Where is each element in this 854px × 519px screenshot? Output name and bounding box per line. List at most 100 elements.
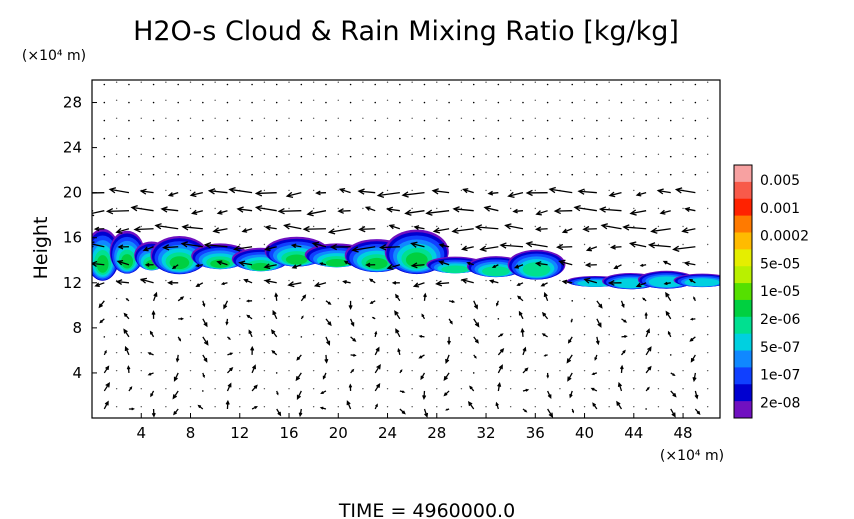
- grid-dot: [386, 189, 389, 192]
- wind-vector: [585, 246, 598, 252]
- wind-vector: [171, 264, 179, 270]
- wind-vector: [374, 137, 377, 140]
- wind-vector: [571, 408, 575, 414]
- wind-vector: [567, 336, 573, 344]
- grid-dot: [534, 135, 536, 138]
- grid-dot: [288, 351, 290, 354]
- grid-dot: [706, 225, 709, 228]
- wind-vector: [432, 227, 450, 234]
- wind-vector: [152, 119, 155, 122]
- wind-vector: [202, 390, 204, 392]
- cloud-contour: [522, 262, 551, 277]
- grid-dot: [633, 261, 635, 264]
- grid-dot: [312, 369, 315, 372]
- wind-vector: [621, 334, 628, 339]
- wind-vector: [379, 244, 400, 251]
- x-tick-label: 48: [674, 424, 693, 442]
- grid-dot: [288, 117, 290, 120]
- wind-vector: [117, 244, 129, 250]
- wind-vector: [349, 83, 352, 86]
- wind-vector: [300, 119, 303, 122]
- grid-dot: [386, 333, 389, 336]
- wind-vector: [472, 101, 475, 104]
- grid-dot: [165, 135, 167, 138]
- wind-vector: [670, 408, 676, 418]
- wind-vector: [154, 223, 179, 230]
- wind-vector: [128, 173, 130, 176]
- wind-vector: [423, 119, 426, 122]
- wind-vector: [423, 101, 426, 104]
- wind-vector: [147, 352, 154, 356]
- grid-dot: [239, 315, 241, 318]
- wind-vector: [474, 224, 499, 231]
- wind-vector: [152, 155, 155, 158]
- grid-dot: [214, 315, 216, 318]
- grid-dot: [115, 388, 118, 390]
- grid-dot: [115, 279, 118, 282]
- x-tick-label: 36: [526, 424, 545, 442]
- grid-dot: [633, 351, 635, 354]
- wind-vector: [472, 155, 475, 158]
- wind-vector: [327, 228, 351, 235]
- wind-vector: [512, 208, 524, 214]
- grid-dot: [509, 406, 512, 408]
- wind-vector: [226, 101, 229, 104]
- grid-dot: [189, 333, 192, 336]
- grid-dot: [460, 189, 463, 192]
- wind-vector: [342, 280, 351, 284]
- wind-vector: [445, 408, 450, 411]
- wind-vector: [694, 155, 697, 158]
- grid-dot: [460, 406, 463, 408]
- grid-dot: [657, 81, 660, 83]
- wind-vector: [177, 155, 179, 158]
- grid-dot: [583, 117, 586, 120]
- grid-dot: [485, 81, 487, 83]
- wind-vector: [128, 119, 130, 122]
- grid-dot: [165, 279, 167, 282]
- wind-vector: [399, 390, 406, 394]
- wind-vector: [541, 333, 548, 338]
- colorbar-swatch: [734, 283, 752, 301]
- wind-vector: [251, 384, 258, 392]
- wind-vector: [324, 354, 329, 364]
- cloud-contour: [169, 256, 190, 270]
- grid-dot: [608, 333, 610, 336]
- grid-dot: [288, 333, 290, 336]
- wind-vector: [124, 345, 130, 356]
- wind-vector: [337, 208, 351, 214]
- grid-dot: [411, 279, 413, 282]
- grid-dot: [337, 406, 339, 408]
- wind-vector: [369, 300, 376, 304]
- wind-vector: [423, 408, 429, 418]
- grid-dot: [239, 369, 241, 372]
- wind-vector: [207, 188, 228, 195]
- grid-dot: [436, 225, 438, 228]
- grid-dot: [115, 153, 118, 156]
- grid-dot: [583, 243, 586, 246]
- plot-frame: [91, 79, 721, 419]
- grid-dot: [460, 297, 463, 300]
- wind-vector: [472, 119, 475, 122]
- wind-vector: [659, 209, 671, 215]
- grid-dot: [509, 297, 512, 300]
- wind-vector: [202, 119, 204, 122]
- grid-dot: [682, 351, 684, 354]
- wind-vector: [571, 119, 574, 122]
- grid-dot: [189, 297, 192, 300]
- wind-vector: [202, 336, 209, 346]
- wind-vector: [226, 155, 229, 158]
- wind-vector: [635, 191, 647, 197]
- wind-vector: [152, 137, 155, 140]
- grid-dot: [189, 207, 192, 210]
- grid-dot: [288, 279, 290, 282]
- wind-vector: [571, 155, 574, 158]
- grid-dot: [559, 99, 561, 101]
- y-axis-label: Height: [30, 217, 52, 280]
- wind-vector: [338, 188, 351, 194]
- grid-dot: [534, 99, 536, 101]
- grid-dot: [534, 207, 536, 210]
- grid-dot: [362, 369, 364, 372]
- grid-dot: [559, 171, 561, 174]
- wind-vector: [472, 83, 475, 86]
- wind-vector: [507, 191, 524, 199]
